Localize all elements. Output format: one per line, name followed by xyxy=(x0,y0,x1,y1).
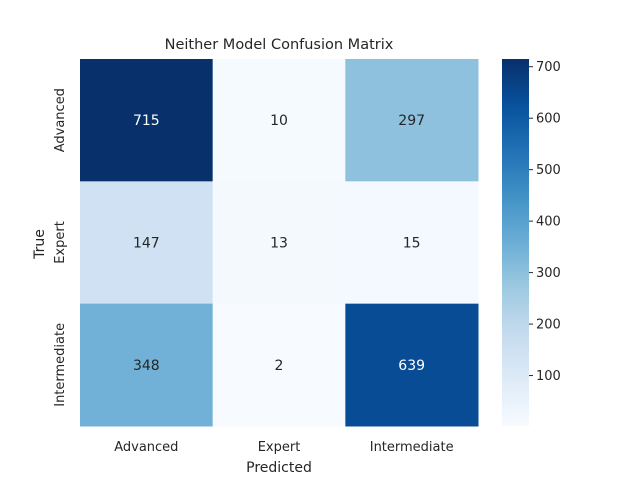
heatmap-cell xyxy=(345,181,479,305)
cell-value-label: 10 xyxy=(270,113,288,129)
colorbar-tick-label: 200 xyxy=(536,318,561,333)
x-tick-label: Intermediate xyxy=(370,440,454,455)
heatmap-cell xyxy=(345,303,479,427)
cell-value-label: 147 xyxy=(133,235,160,251)
colorbar-ticks: 100 200 300 400 500 600 700 xyxy=(529,60,561,384)
heatmap-cell xyxy=(80,303,214,427)
cell-value-label: 348 xyxy=(133,358,160,374)
heatmap-cell xyxy=(80,59,214,182)
x-tick-labels: Advanced Expert Intermediate xyxy=(114,440,453,455)
heatmap-cell xyxy=(212,59,346,182)
heatmap-cell xyxy=(212,181,346,305)
heatmap-cell xyxy=(212,303,346,427)
heatmap-cells xyxy=(80,59,479,427)
colorbar-tick-label: 300 xyxy=(536,266,561,281)
colorbar-tick-label: 600 xyxy=(536,112,561,127)
heatmap-cell-labels: 715 10 297 147 13 15 348 2 639 xyxy=(133,113,425,374)
heatmap-cell xyxy=(80,181,214,305)
x-axis-label: Predicted xyxy=(246,460,312,476)
cell-value-label: 15 xyxy=(403,235,421,251)
cell-value-label: 639 xyxy=(398,358,425,374)
colorbar-tick-label: 400 xyxy=(536,215,561,230)
colorbar-tick-label: 100 xyxy=(536,369,561,384)
colorbar-tick-label: 700 xyxy=(536,60,561,75)
y-axis-label: True xyxy=(32,229,48,260)
cell-value-label: 715 xyxy=(133,113,160,129)
y-tick-label: Expert xyxy=(53,221,68,264)
x-tick-label: Advanced xyxy=(114,440,178,455)
y-tick-label: Advanced xyxy=(53,88,68,152)
colorbar-tick-label: 500 xyxy=(536,163,561,178)
heatmap-cell xyxy=(345,59,479,182)
cell-value-label: 13 xyxy=(270,235,288,251)
y-tick-labels: Advanced Expert Intermediate xyxy=(53,88,68,407)
cell-value-label: 2 xyxy=(275,358,284,374)
y-tick-label: Intermediate xyxy=(53,323,68,407)
cell-value-label: 297 xyxy=(398,113,425,129)
chart-title: Neither Model Confusion Matrix xyxy=(165,37,394,53)
x-tick-label: Expert xyxy=(258,440,301,455)
colorbar xyxy=(502,59,529,426)
